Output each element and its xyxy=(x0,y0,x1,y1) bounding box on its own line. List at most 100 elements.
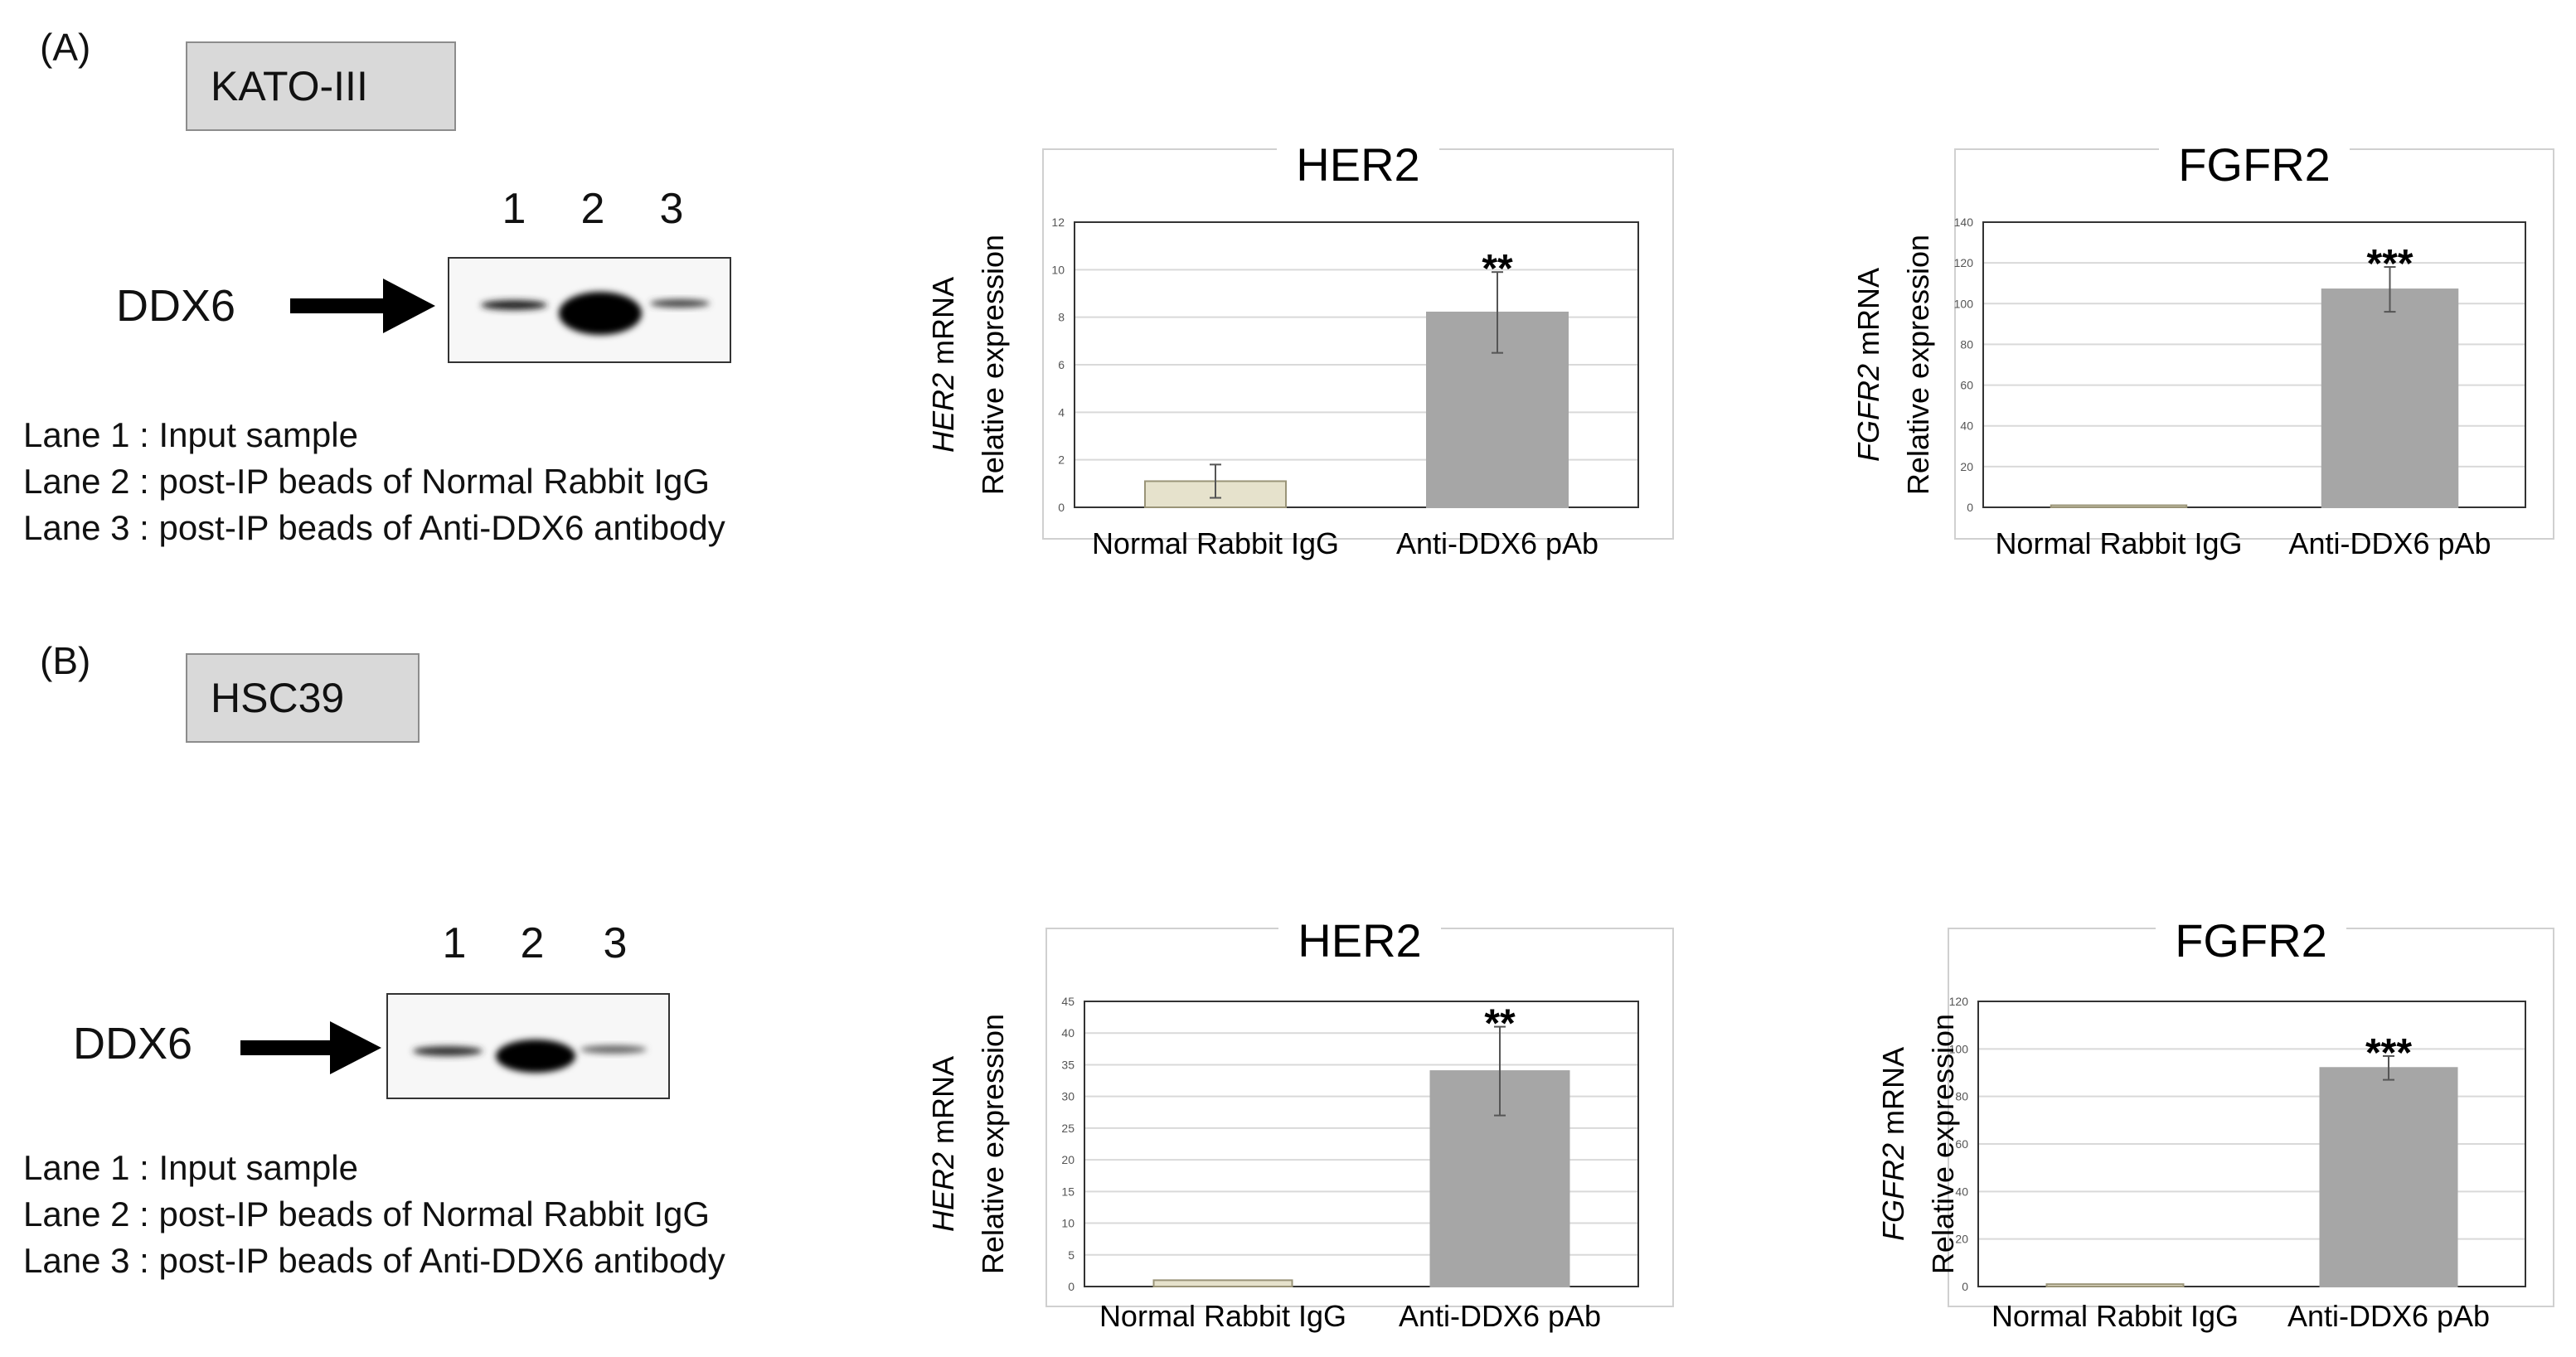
chart-b-her2-ytick-label: 5 xyxy=(1068,1248,1075,1262)
panel-a-protein-label: DDX6 xyxy=(116,281,236,331)
chart-a-her2-ytick-label: 10 xyxy=(1051,263,1065,276)
chart-b-fgfr2-title-gap xyxy=(2156,923,2346,935)
chart-b-fgfr2-significance: *** xyxy=(2365,1031,2412,1075)
chart-b-fgfr2-ylabel2: Relative expression xyxy=(1926,1014,1960,1274)
panel-b-band-lane-3 xyxy=(580,1045,647,1054)
chart-a-fgfr2-ytick-label: 120 xyxy=(1954,256,1974,269)
chart-a-fgfr2-ylabel: FGFR2 mRNA xyxy=(1851,268,1885,462)
panel-a-arrow-icon xyxy=(290,279,435,333)
panel-a-legend-lane-2: Lane 2 : post-IP beads of Normal Rabbit … xyxy=(23,462,711,501)
chart-b-her2-category-label: Normal Rabbit IgG xyxy=(1099,1299,1346,1333)
chart-a-fgfr2-ytick-label: 80 xyxy=(1960,337,1973,351)
chart-a-her2-ytick-label: 12 xyxy=(1051,216,1065,229)
panel-a-band-lane-3 xyxy=(650,299,710,308)
chart-b-her2-ylabel: HER2 mRNA xyxy=(926,1056,960,1232)
panel-b-lane-1-number: 1 xyxy=(442,919,467,967)
panel-b-lane-3-number: 3 xyxy=(603,919,628,967)
chart-b-fgfr2-ylabel: FGFR2 mRNA xyxy=(1876,1047,1910,1241)
chart-b-fgfr2-ytick-label: 20 xyxy=(1955,1233,1968,1246)
chart-a-fgfr2-ylabel2: Relative expression xyxy=(1901,235,1935,495)
chart-a-fgfr2-bar-igg xyxy=(2050,504,2188,508)
panel-a-legend-lane-3: Lane 3 : post-IP beads of Anti-DDX6 anti… xyxy=(23,508,725,547)
chart-b-her2-ytick-label: 35 xyxy=(1061,1058,1075,1071)
chart-a-her2-ylabel2: Relative expression xyxy=(976,235,1010,495)
chart-b-her2-category-label: Anti-DDX6 pAb xyxy=(1399,1299,1601,1333)
panel-a-band-lane-1 xyxy=(481,300,547,310)
chart-b-fgfr2-ytick-label: 80 xyxy=(1955,1090,1968,1103)
chart-b-her2-title-gap xyxy=(1278,923,1441,935)
chart-a-fgfr2-ytick-label: 0 xyxy=(1967,501,1973,514)
chart-a-her2-ytick-label: 0 xyxy=(1058,501,1065,514)
panel-a-western-blot xyxy=(448,257,731,363)
panel-b-band-lane-1 xyxy=(413,1046,483,1056)
chart-a-fgfr2-category-label: Normal Rabbit IgG xyxy=(1995,526,2242,560)
chart-b-fgfr2-ytick-label: 0 xyxy=(1962,1280,1968,1293)
chart-a-fgfr2-ytick-label: 20 xyxy=(1960,460,1973,473)
panel-b-cell-line-label: HSC39 xyxy=(186,653,420,743)
chart-a-her2-significance: ** xyxy=(1482,247,1513,291)
chart-a-her2-ytick-label: 2 xyxy=(1058,453,1065,467)
panel-a-band-lane-2 xyxy=(559,292,642,335)
chart-b-her2-significance: ** xyxy=(1484,1002,1516,1046)
chart-b-fgfr2-category-label: Anti-DDX6 pAb xyxy=(2287,1299,2490,1333)
panel-b-legend-lane-3: Lane 3 : post-IP beads of Anti-DDX6 anti… xyxy=(23,1241,725,1280)
panel-b-arrow-icon xyxy=(240,1021,381,1074)
chart-b-fgfr2-bar-igg xyxy=(2045,1283,2185,1287)
panel-b-legend-lane-2: Lane 2 : post-IP beads of Normal Rabbit … xyxy=(23,1195,711,1233)
chart-b-her2-ytick-label: 15 xyxy=(1061,1185,1075,1198)
panel-a-lane-1-number: 1 xyxy=(502,185,526,233)
chart-a-fgfr2-significance: *** xyxy=(2366,242,2413,286)
chart-b-fgfr2-ytick-label: 120 xyxy=(1949,995,1969,1008)
chart-b-fgfr2-ytick-label: 40 xyxy=(1955,1185,1968,1198)
panel-a-lane-3-number: 3 xyxy=(659,185,684,233)
panel-b-letter: (B) xyxy=(40,639,91,682)
panel-a-letter: (A) xyxy=(40,26,91,69)
chart-a-her2-ylabel: HER2 mRNA xyxy=(926,277,960,453)
chart-a-her2-ytick-label: 8 xyxy=(1058,311,1065,324)
chart-a-her2-title: HER2 xyxy=(1296,138,1419,191)
chart-a-her2-frame xyxy=(1042,148,1674,540)
chart-b-fgfr2-ytick-label: 100 xyxy=(1949,1042,1969,1055)
chart-b-her2-plot-area xyxy=(1084,1001,1639,1287)
panel-b-western-blot xyxy=(386,993,670,1099)
panel-b-legend-lane-1: Lane 1 : Input sample xyxy=(23,1148,358,1187)
chart-b-fgfr2-category-label: Normal Rabbit IgG xyxy=(1991,1299,2239,1333)
chart-b-fgfr2-bar-anti-ddx6 xyxy=(2319,1067,2458,1288)
chart-b-fgfr2-title: FGFR2 xyxy=(2175,914,2327,967)
panel-a-lane-2-number: 2 xyxy=(580,185,605,233)
chart-b-her2-ytick-label: 30 xyxy=(1061,1090,1075,1103)
chart-b-her2-ytick-label: 10 xyxy=(1061,1217,1075,1230)
chart-b-her2-bar-igg xyxy=(1152,1279,1293,1288)
chart-a-fgfr2-ytick-label: 40 xyxy=(1960,419,1973,433)
chart-a-her2-title-gap xyxy=(1277,144,1439,156)
panel-b-protein-label: DDX6 xyxy=(73,1019,193,1069)
chart-b-her2-frame xyxy=(1045,928,1674,1307)
chart-a-fgfr2-bar-anti-ddx6 xyxy=(2321,288,2459,508)
chart-a-fgfr2-plot-area xyxy=(1982,221,2526,508)
panel-b-band-lane-2 xyxy=(496,1040,575,1073)
panel-a-cell-line-label: KATO-III xyxy=(186,41,456,131)
chart-b-fgfr2-ytick-label: 60 xyxy=(1955,1137,1968,1151)
chart-a-fgfr2-title-gap xyxy=(2159,144,2350,156)
chart-b-her2-ytick-label: 25 xyxy=(1061,1122,1075,1135)
panel-b-lane-2-number: 2 xyxy=(520,919,545,967)
chart-b-her2-ytick-label: 40 xyxy=(1061,1026,1075,1040)
chart-b-her2-ytick-label: 45 xyxy=(1061,995,1075,1008)
chart-b-fgfr2-plot-area xyxy=(1977,1001,2526,1287)
chart-b-her2-ytick-label: 20 xyxy=(1061,1153,1075,1166)
chart-a-fgfr2-ytick-label: 100 xyxy=(1954,297,1974,310)
chart-a-fgfr2-category-label: Anti-DDX6 pAb xyxy=(2288,526,2491,560)
chart-b-her2-ytick-label: 0 xyxy=(1068,1280,1075,1293)
chart-a-her2-category-label: Anti-DDX6 pAb xyxy=(1396,526,1598,560)
chart-a-her2-ytick-label: 4 xyxy=(1058,405,1065,419)
chart-a-her2-ytick-label: 6 xyxy=(1058,358,1065,371)
chart-b-her2-title: HER2 xyxy=(1298,914,1421,967)
chart-a-her2-plot-area xyxy=(1074,221,1639,508)
chart-a-her2-category-label: Normal Rabbit IgG xyxy=(1092,526,1339,560)
chart-b-her2-ylabel2: Relative expression xyxy=(976,1014,1010,1274)
chart-a-fgfr2-ytick-label: 140 xyxy=(1954,216,1974,229)
chart-a-fgfr2-title: FGFR2 xyxy=(2178,138,2331,191)
chart-b-fgfr2-frame xyxy=(1948,928,2554,1307)
chart-a-fgfr2-ytick-label: 60 xyxy=(1960,379,1973,392)
